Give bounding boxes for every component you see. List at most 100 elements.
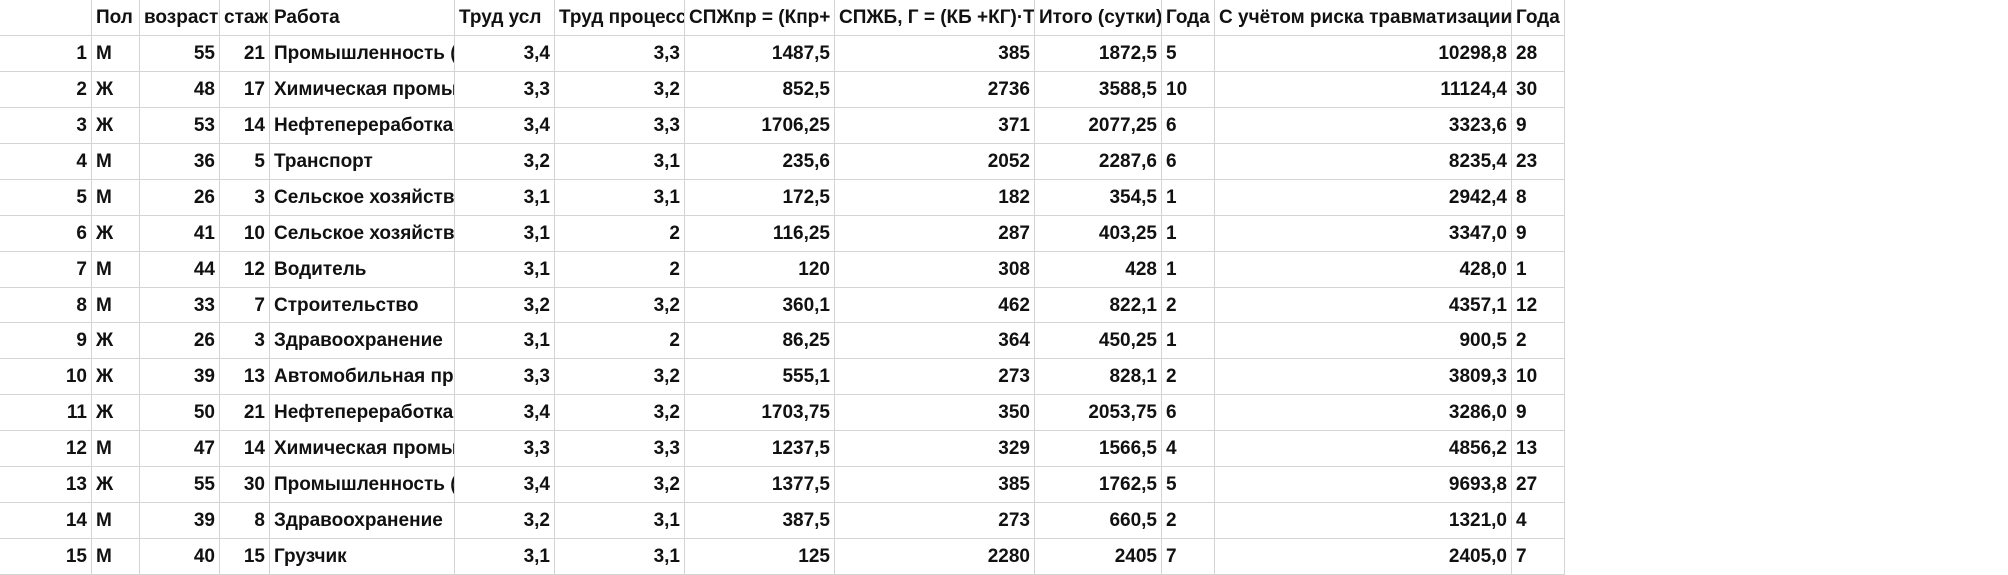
table-cell[interactable]: 26 <box>140 323 220 360</box>
table-cell[interactable]: 3,4 <box>455 467 555 504</box>
header-cell[interactable]: С учётом риска травматизации <box>1215 0 1512 36</box>
table-cell[interactable]: 9 <box>1512 395 1565 432</box>
table-cell[interactable]: 48 <box>140 71 220 108</box>
table-cell[interactable]: 3,2 <box>555 359 685 396</box>
table-cell[interactable]: 3,1 <box>555 503 685 540</box>
table-cell[interactable]: 385 <box>835 467 1035 504</box>
table-cell[interactable]: 8 <box>0 287 92 324</box>
table-cell[interactable]: 21 <box>220 35 270 72</box>
table-cell[interactable]: 10 <box>1512 359 1565 396</box>
table-cell[interactable]: Химическая промышл <box>270 71 455 108</box>
table-cell[interactable]: 50 <box>140 395 220 432</box>
table-cell[interactable]: 2053,75 <box>1035 395 1162 432</box>
table-cell[interactable]: 6 <box>1162 395 1215 432</box>
table-cell[interactable]: 6 <box>1162 143 1215 180</box>
table-cell[interactable]: 900,5 <box>1215 323 1512 360</box>
table-cell[interactable]: 3,2 <box>555 71 685 108</box>
header-cell[interactable] <box>0 0 92 36</box>
table-cell[interactable]: Ж <box>92 71 140 108</box>
header-cell[interactable]: Года <box>1162 0 1215 36</box>
table-cell[interactable]: 852,5 <box>685 71 835 108</box>
table-cell[interactable]: Нефтепереработка <box>270 107 455 144</box>
table-cell[interactable]: Сельское хозяйство <box>270 215 455 252</box>
table-cell[interactable]: 3,1 <box>455 215 555 252</box>
table-cell[interactable]: Автомобильная пром <box>270 359 455 396</box>
table-cell[interactable]: 36 <box>140 143 220 180</box>
table-cell[interactable]: Ж <box>92 215 140 252</box>
table-cell[interactable]: 53 <box>140 107 220 144</box>
header-cell[interactable]: СПЖБ, Г = (КБ +КГ)·Т, <box>835 0 1035 36</box>
table-cell[interactable]: 15 <box>0 539 92 575</box>
table-cell[interactable]: 1706,25 <box>685 107 835 144</box>
table-cell[interactable]: 10 <box>0 359 92 396</box>
table-cell[interactable]: 403,25 <box>1035 215 1162 252</box>
table-cell[interactable]: 41 <box>140 215 220 252</box>
table-cell[interactable]: Транспорт <box>270 143 455 180</box>
table-cell[interactable]: 14 <box>220 107 270 144</box>
table-cell[interactable]: 10298,8 <box>1215 35 1512 72</box>
table-cell[interactable]: 10 <box>220 215 270 252</box>
table-cell[interactable]: 2 <box>1162 503 1215 540</box>
table-cell[interactable]: 12 <box>0 431 92 468</box>
table-cell[interactable]: 55 <box>140 35 220 72</box>
table-cell[interactable]: 17 <box>220 71 270 108</box>
table-cell[interactable]: 3,2 <box>555 287 685 324</box>
table-cell[interactable]: 385 <box>835 35 1035 72</box>
table-cell[interactable]: 2 <box>1512 323 1565 360</box>
table-cell[interactable]: 11124,4 <box>1215 71 1512 108</box>
table-cell[interactable]: 462 <box>835 287 1035 324</box>
table-cell[interactable]: Здравоохранение <box>270 503 455 540</box>
table-cell[interactable]: 287 <box>835 215 1035 252</box>
table-cell[interactable]: 1703,75 <box>685 395 835 432</box>
table-cell[interactable]: М <box>92 251 140 288</box>
table-cell[interactable]: 8 <box>1512 179 1565 216</box>
table-cell[interactable]: 235,6 <box>685 143 835 180</box>
table-cell[interactable]: 4856,2 <box>1215 431 1512 468</box>
table-cell[interactable]: 14 <box>220 431 270 468</box>
table-cell[interactable]: 3,3 <box>455 359 555 396</box>
table-cell[interactable]: 3,1 <box>555 179 685 216</box>
table-cell[interactable]: 3,2 <box>555 467 685 504</box>
table-cell[interactable]: 2077,25 <box>1035 107 1162 144</box>
table-cell[interactable]: 329 <box>835 431 1035 468</box>
table-cell[interactable]: 13 <box>220 359 270 396</box>
table-cell[interactable]: 9693,8 <box>1215 467 1512 504</box>
table-cell[interactable]: 116,25 <box>685 215 835 252</box>
table-cell[interactable]: 182 <box>835 179 1035 216</box>
table-cell[interactable]: 120 <box>685 251 835 288</box>
header-cell[interactable]: стаж <box>220 0 270 36</box>
table-cell[interactable]: 13 <box>1512 431 1565 468</box>
table-cell[interactable]: Водитель <box>270 251 455 288</box>
table-cell[interactable]: 4 <box>1162 431 1215 468</box>
table-cell[interactable]: 660,5 <box>1035 503 1162 540</box>
table-cell[interactable]: 3,2 <box>555 395 685 432</box>
table-cell[interactable]: 30 <box>220 467 270 504</box>
table-cell[interactable]: 273 <box>835 503 1035 540</box>
table-cell[interactable]: 28 <box>1512 35 1565 72</box>
table-cell[interactable]: М <box>92 287 140 324</box>
table-cell[interactable]: 3,3 <box>555 431 685 468</box>
table-cell[interactable]: 3323,6 <box>1215 107 1512 144</box>
table-cell[interactable]: 2405,0 <box>1215 539 1512 575</box>
table-cell[interactable]: Промышленность (в с <box>270 467 455 504</box>
table-cell[interactable]: 7 <box>1162 539 1215 575</box>
table-cell[interactable]: Химическая промышл <box>270 431 455 468</box>
table-cell[interactable]: 9 <box>0 323 92 360</box>
table-cell[interactable]: 14 <box>0 503 92 540</box>
header-cell[interactable]: СПЖпр = (Кпр+ Кт <box>685 0 835 36</box>
table-cell[interactable]: Нефтепереработка <box>270 395 455 432</box>
table-cell[interactable]: 3,4 <box>455 35 555 72</box>
table-cell[interactable]: 371 <box>835 107 1035 144</box>
table-cell[interactable]: 30 <box>1512 71 1565 108</box>
table-cell[interactable]: 1 <box>1162 323 1215 360</box>
table-cell[interactable]: Грузчик <box>270 539 455 575</box>
table-cell[interactable]: 3,1 <box>455 251 555 288</box>
table-cell[interactable]: 3,3 <box>455 71 555 108</box>
table-cell[interactable]: Ж <box>92 323 140 360</box>
table-cell[interactable]: 3588,5 <box>1035 71 1162 108</box>
table-cell[interactable]: Промышленность (в с <box>270 35 455 72</box>
table-cell[interactable]: 172,5 <box>685 179 835 216</box>
table-cell[interactable]: 308 <box>835 251 1035 288</box>
table-cell[interactable]: 273 <box>835 359 1035 396</box>
table-cell[interactable]: 3347,0 <box>1215 215 1512 252</box>
